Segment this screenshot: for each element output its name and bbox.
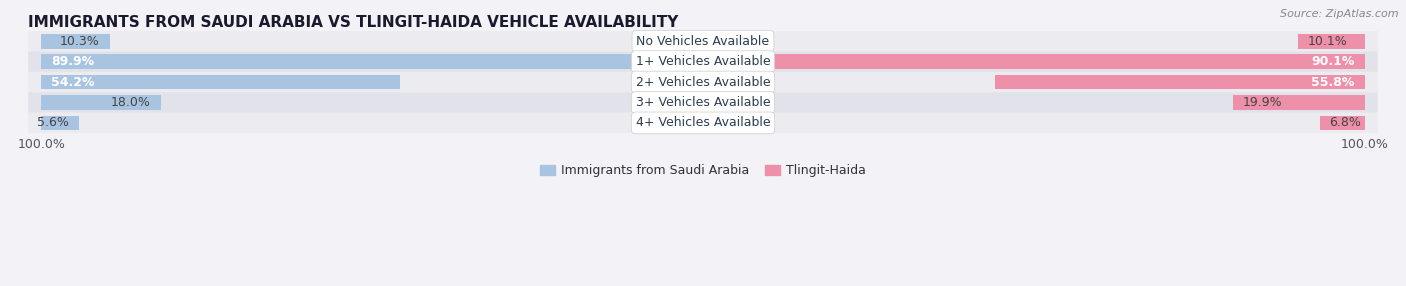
Text: 4+ Vehicles Available: 4+ Vehicles Available [636, 116, 770, 129]
Bar [42, 116, 79, 130]
Text: 55.8%: 55.8% [1312, 76, 1354, 89]
Text: 54.2%: 54.2% [52, 76, 96, 89]
FancyBboxPatch shape [28, 113, 1378, 133]
Text: 1+ Vehicles Available: 1+ Vehicles Available [636, 55, 770, 68]
Bar [1298, 34, 1364, 49]
Text: 5.6%: 5.6% [37, 116, 69, 129]
Text: 18.0%: 18.0% [111, 96, 150, 109]
Bar [1320, 116, 1364, 130]
FancyBboxPatch shape [28, 51, 1378, 72]
Text: IMMIGRANTS FROM SAUDI ARABIA VS TLINGIT-HAIDA VEHICLE AVAILABILITY: IMMIGRANTS FROM SAUDI ARABIA VS TLINGIT-… [28, 15, 679, 30]
Legend: Immigrants from Saudi Arabia, Tlingit-Haida: Immigrants from Saudi Arabia, Tlingit-Ha… [536, 159, 870, 182]
Text: 6.8%: 6.8% [1330, 116, 1361, 129]
Text: 2+ Vehicles Available: 2+ Vehicles Available [636, 76, 770, 89]
Bar [42, 34, 110, 49]
Text: 10.1%: 10.1% [1308, 35, 1347, 48]
Bar [42, 75, 401, 90]
Text: 90.1%: 90.1% [1312, 55, 1354, 68]
Text: Source: ZipAtlas.com: Source: ZipAtlas.com [1281, 9, 1399, 19]
Bar [42, 95, 160, 110]
Text: 3+ Vehicles Available: 3+ Vehicles Available [636, 96, 770, 109]
Bar [995, 75, 1364, 90]
Text: 10.3%: 10.3% [60, 35, 100, 48]
FancyBboxPatch shape [28, 31, 1378, 51]
Text: 19.9%: 19.9% [1243, 96, 1282, 109]
FancyBboxPatch shape [28, 72, 1378, 92]
Bar [769, 54, 1364, 69]
Bar [1233, 95, 1364, 110]
Text: No Vehicles Available: No Vehicles Available [637, 35, 769, 48]
Text: 89.9%: 89.9% [52, 55, 94, 68]
FancyBboxPatch shape [28, 92, 1378, 113]
Bar [42, 54, 636, 69]
